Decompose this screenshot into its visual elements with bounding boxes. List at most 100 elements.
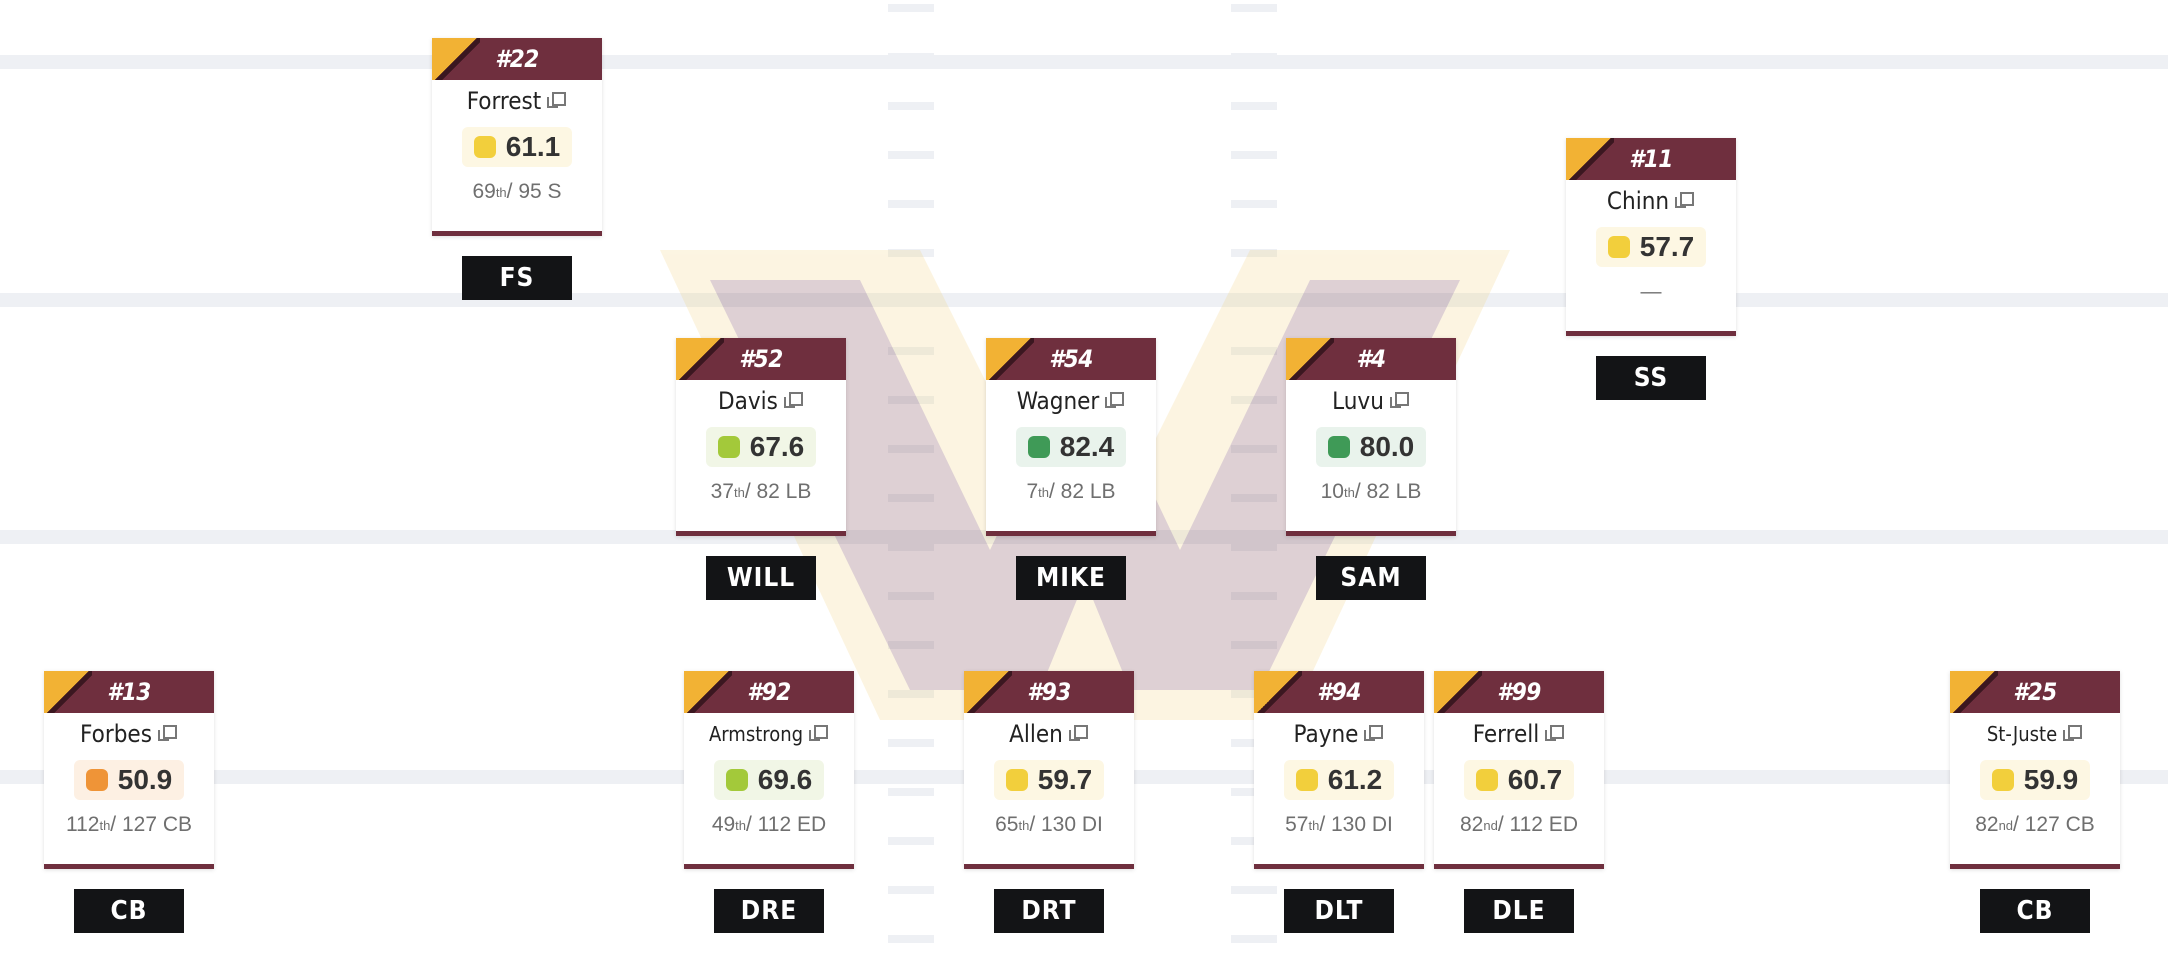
external-link-icon[interactable] xyxy=(157,724,178,744)
player-name-row: Forbes xyxy=(44,713,214,755)
rank-number: 69 xyxy=(472,180,496,203)
rank-number: 82 xyxy=(1460,813,1484,836)
hash-mark xyxy=(888,837,934,845)
hash-mark xyxy=(1231,445,1277,453)
external-link-icon[interactable] xyxy=(1389,391,1410,411)
team-color-stripe xyxy=(964,671,1012,713)
player-name-row: Payne xyxy=(1254,713,1424,755)
player-name[interactable]: St-Juste xyxy=(1986,722,2058,746)
card-header: #92 xyxy=(684,671,854,713)
external-link-icon[interactable] xyxy=(1545,724,1565,744)
grade-value: 59.9 xyxy=(2023,764,2079,795)
hash-mark xyxy=(1231,249,1277,257)
player-card[interactable]: #11 Chinn 57.7 — xyxy=(1566,138,1736,336)
external-link-icon[interactable] xyxy=(783,391,804,411)
team-color-stripe xyxy=(44,671,92,713)
rank-number: 65 xyxy=(995,813,1019,836)
player-name[interactable]: Wagner xyxy=(1016,387,1100,415)
rank-total: / 127 CB xyxy=(2013,813,2095,836)
yard-line xyxy=(0,530,2168,544)
rank-number: 7 xyxy=(1026,480,1039,503)
grade-color-indicator xyxy=(717,436,740,458)
team-color-stripe xyxy=(986,338,1034,380)
grade-color-indicator xyxy=(1027,436,1050,458)
player-name-row: Allen xyxy=(964,713,1134,755)
grade-badge: 69.6 xyxy=(713,760,825,800)
grade-badge: 67.6 xyxy=(705,427,817,467)
rank-total: / 82 LB xyxy=(744,480,812,503)
external-link-icon[interactable] xyxy=(1675,191,1695,211)
yard-line xyxy=(0,55,2168,69)
position-label: SAM xyxy=(1316,556,1426,600)
rank-number: 112 xyxy=(65,813,100,836)
player-name[interactable]: Forrest xyxy=(466,87,542,115)
rank-suffix: th xyxy=(733,484,745,500)
jersey-number: #94 xyxy=(1317,678,1361,706)
grade-color-indicator xyxy=(1295,769,1318,791)
position-label: FS xyxy=(462,256,572,300)
external-link-icon[interactable] xyxy=(1364,724,1384,744)
grade-row: 59.9 xyxy=(1950,755,2120,805)
player-name-row: Davis xyxy=(676,380,846,422)
position-rank: — xyxy=(1566,272,1736,312)
player-name-row: Chinn xyxy=(1566,180,1736,222)
rank-total: / 112 ED xyxy=(1497,813,1578,836)
rank-total: / 82 LB xyxy=(1048,480,1116,503)
hash-mark xyxy=(1231,151,1277,159)
team-color-stripe xyxy=(1286,338,1334,380)
hash-mark xyxy=(888,739,934,747)
player-name[interactable]: Chinn xyxy=(1606,187,1670,215)
position-label: SS xyxy=(1596,356,1706,400)
external-link-icon[interactable] xyxy=(2063,724,2083,744)
team-color-stripe xyxy=(1566,138,1614,180)
player-name[interactable]: Ferrell xyxy=(1472,720,1540,748)
grade-row: 69.6 xyxy=(684,755,854,805)
hash-mark xyxy=(888,4,934,12)
hash-mark xyxy=(1231,53,1277,61)
player-name[interactable]: Forbes xyxy=(80,720,152,748)
position-label: DRE xyxy=(714,889,824,933)
player-name[interactable]: Armstrong xyxy=(708,722,804,746)
grade-badge: 59.9 xyxy=(1979,760,2091,800)
hash-mark xyxy=(888,592,934,600)
rank-number: 10 xyxy=(1320,480,1344,503)
grade-row: 82.4 xyxy=(986,422,1156,472)
rank-suffix: nd xyxy=(1998,817,2014,833)
grade-badge: 50.9 xyxy=(73,760,185,800)
player-name[interactable]: Payne xyxy=(1293,720,1359,748)
team-color-stripe xyxy=(684,671,732,713)
grade-badge: 80.0 xyxy=(1315,427,1427,467)
rank-suffix: th xyxy=(99,817,111,833)
player-name[interactable]: Allen xyxy=(1009,720,1063,748)
hash-marks-left xyxy=(888,0,934,968)
grade-value: 69.6 xyxy=(757,764,813,795)
jersey-number: #52 xyxy=(739,345,783,373)
external-link-icon[interactable] xyxy=(809,724,829,744)
rank-suffix: th xyxy=(735,817,747,833)
external-link-icon[interactable] xyxy=(1068,724,1089,744)
card-header: #22 xyxy=(432,38,602,80)
rank-total: — xyxy=(1640,280,1662,303)
hash-mark xyxy=(888,543,934,551)
external-link-icon[interactable] xyxy=(1105,391,1125,411)
jersey-number: #22 xyxy=(495,45,539,73)
hash-mark xyxy=(1231,396,1277,404)
player-name[interactable]: Davis xyxy=(718,387,778,415)
external-link-icon[interactable] xyxy=(547,91,567,111)
player-name[interactable]: Luvu xyxy=(1332,387,1384,415)
card-header: #4 xyxy=(1286,338,1456,380)
card-header: #13 xyxy=(44,671,214,713)
